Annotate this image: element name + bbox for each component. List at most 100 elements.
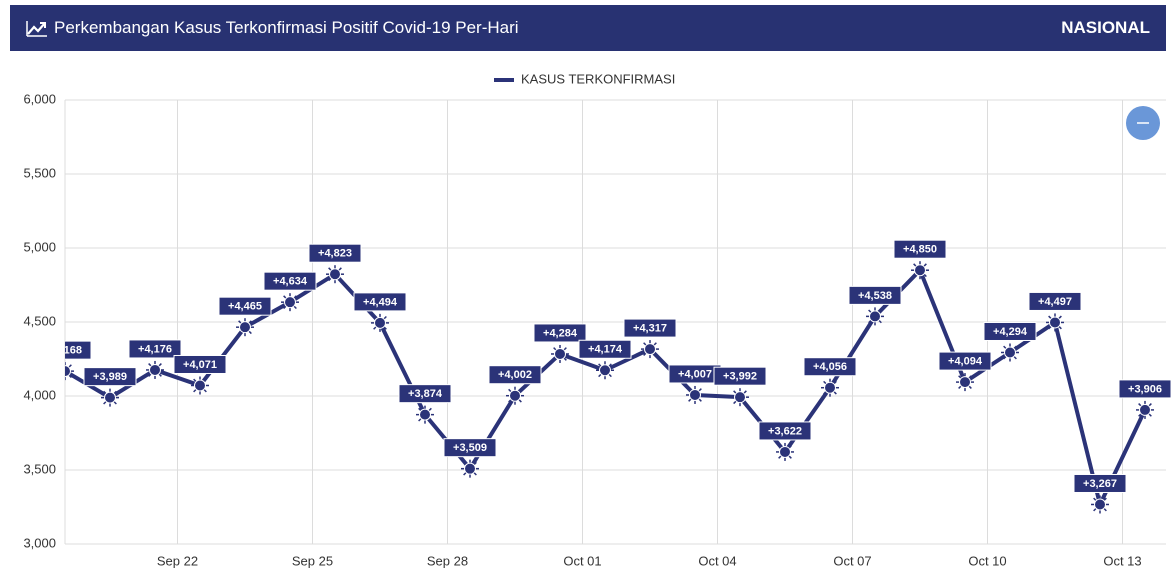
data-label-box — [623, 318, 677, 338]
data-label: +4,071 — [183, 359, 217, 371]
point-marker — [821, 378, 839, 397]
data-label: +3,509 — [453, 442, 487, 454]
data-label-group: +4,071 — [173, 354, 227, 374]
data-label-group: +4,465 — [218, 296, 272, 316]
marker-body — [554, 347, 566, 360]
marker-body — [734, 391, 746, 404]
marker-body — [1049, 316, 1061, 329]
data-label-box — [173, 354, 227, 374]
legend-label: KASUS TERKONFIRMASI — [521, 71, 675, 86]
marker-body — [644, 343, 656, 356]
x-tick-label: Oct 04 — [698, 553, 736, 568]
data-label-box — [263, 271, 317, 291]
data-label: +4,002 — [498, 369, 532, 381]
point-marker — [641, 340, 659, 359]
point-marker — [281, 293, 299, 312]
point-marker — [596, 361, 614, 380]
point-marker — [776, 442, 794, 461]
data-label: +4,634 — [273, 276, 308, 288]
point-marker — [191, 376, 209, 395]
chart-icon — [26, 21, 47, 37]
data-label-group: +4,174 — [578, 339, 632, 359]
point-marker — [65, 362, 74, 381]
data-label-group: +4,497 — [1028, 291, 1082, 311]
marker-body — [194, 379, 206, 392]
point-marker — [686, 385, 704, 404]
x-tick-label: Oct 07 — [833, 553, 871, 568]
y-tick-label: 5,000 — [23, 239, 56, 254]
data-label-group: +4,494 — [353, 292, 407, 312]
point-marker — [551, 344, 569, 363]
data-label: +3,989 — [93, 371, 127, 383]
data-label-box — [83, 367, 137, 387]
data-label: +4,497 — [1038, 296, 1072, 308]
data-label: +4,007 — [678, 368, 712, 380]
point-marker — [371, 313, 389, 332]
marker-spike — [65, 371, 66, 373]
data-label-group: +3,267 — [1073, 473, 1127, 493]
data-label: +3,874 — [408, 388, 443, 400]
marker-body — [104, 391, 116, 404]
plot-area: +4,168 +3,989 +4,176 +4,071 +4,465 +4,634 +4,8… — [48, 239, 1172, 514]
data-label: +4,168 — [48, 345, 82, 357]
data-label-box — [1118, 379, 1172, 399]
x-tick-label: Sep 28 — [427, 553, 468, 568]
data-label-group: +3,992 — [713, 366, 767, 386]
data-label-box — [443, 438, 497, 458]
data-label-box — [533, 323, 587, 343]
data-label-group: +4,823 — [308, 243, 362, 263]
data-label-group: +3,622 — [758, 421, 812, 441]
point-marker — [1001, 343, 1019, 362]
data-label-box — [578, 339, 632, 359]
data-label-group: +4,317 — [623, 318, 677, 338]
data-label-group: +4,538 — [848, 285, 902, 305]
y-tick-label: 5,500 — [23, 165, 56, 180]
marker-body — [419, 408, 431, 421]
point-marker — [236, 318, 254, 337]
data-label-group: +4,634 — [263, 271, 317, 291]
marker-body — [959, 376, 971, 389]
marker-body — [464, 462, 476, 475]
point-marker — [866, 307, 884, 326]
point-marker — [146, 360, 164, 379]
data-label-box — [398, 384, 452, 404]
point-marker — [326, 265, 344, 284]
x-tick-label: Sep 25 — [292, 553, 333, 568]
data-label: +3,267 — [1083, 478, 1117, 490]
grid: 3,000 3,500 4,000 4,500 5,000 5,500 6,000 Sep 2… — [23, 91, 1166, 568]
data-label-box — [758, 421, 812, 441]
x-tick-label: Oct 10 — [968, 553, 1006, 568]
y-tick-label: 4,000 — [23, 387, 56, 402]
legend: KASUS TERKONFIRMASI — [494, 71, 675, 86]
point-marker — [1136, 400, 1154, 419]
y-tick-label: 3,500 — [23, 461, 56, 476]
marker-body — [65, 365, 71, 378]
data-label-box — [848, 285, 902, 305]
data-label-box — [308, 243, 362, 263]
data-label-group: +4,284 — [533, 323, 587, 343]
data-label: +4,465 — [228, 301, 262, 313]
marker-body — [239, 321, 251, 334]
data-label-group: +4,168 — [48, 340, 92, 360]
data-label-group: +4,850 — [893, 239, 947, 259]
data-label-group: +3,874 — [398, 384, 452, 404]
data-label: +4,176 — [138, 343, 172, 355]
data-label: +3,992 — [723, 371, 757, 383]
data-label: +4,056 — [813, 361, 847, 373]
data-label-group: +4,002 — [488, 365, 542, 385]
point-marker — [506, 386, 524, 405]
point-marker — [911, 261, 929, 280]
data-label-box — [1028, 291, 1082, 311]
zoom-button[interactable] — [1126, 106, 1160, 140]
marker-body — [1094, 498, 1106, 511]
x-tick-label: Oct 01 — [563, 553, 601, 568]
marker-body — [689, 388, 701, 401]
data-label: +4,538 — [858, 290, 892, 302]
data-label: +4,494 — [363, 296, 398, 308]
header-title-wrap: Perkembangan Kasus Terkonfirmasi Positif… — [26, 18, 519, 38]
marker-body — [1004, 346, 1016, 359]
data-label-box — [128, 339, 182, 359]
y-tick-label: 6,000 — [23, 91, 56, 106]
header-scope: NASIONAL — [1061, 18, 1150, 37]
